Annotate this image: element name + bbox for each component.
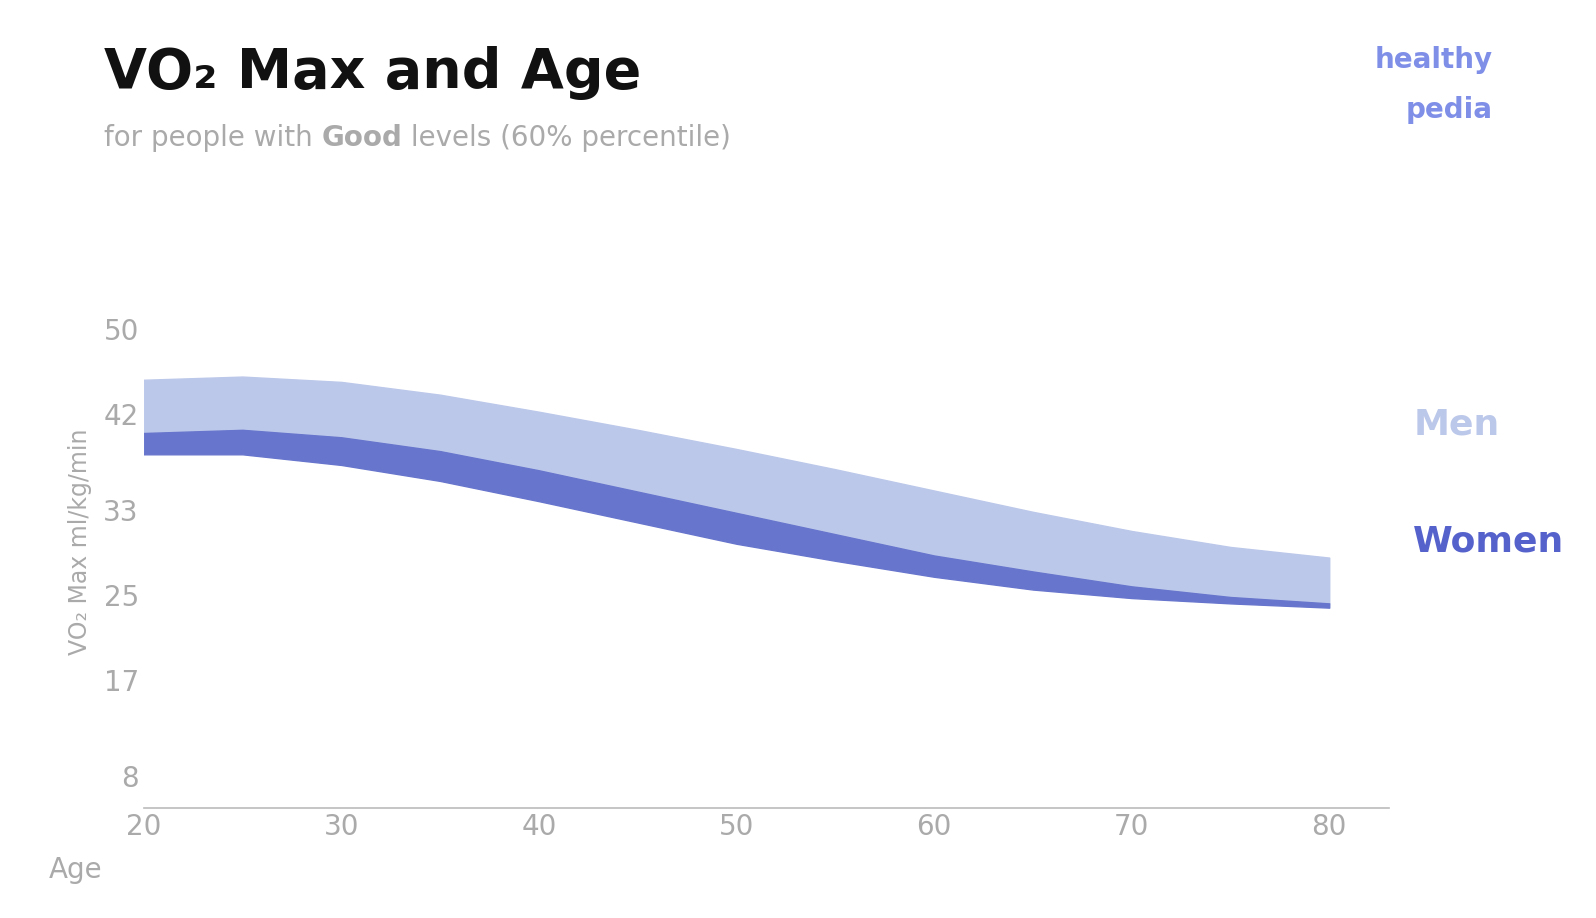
Text: VO₂ Max and Age: VO₂ Max and Age — [104, 46, 642, 100]
Text: Good: Good — [321, 124, 402, 152]
Text: Age: Age — [48, 856, 102, 884]
Text: Men: Men — [1414, 408, 1500, 442]
Text: for people with: for people with — [104, 124, 321, 152]
Text: healthy: healthy — [1374, 46, 1492, 74]
Text: pedia: pedia — [1404, 96, 1492, 125]
Y-axis label: VO₂ Max ml/kg/min: VO₂ Max ml/kg/min — [69, 429, 93, 655]
Text: Women: Women — [1414, 524, 1564, 559]
Text: levels (60% percentile): levels (60% percentile) — [402, 124, 731, 152]
